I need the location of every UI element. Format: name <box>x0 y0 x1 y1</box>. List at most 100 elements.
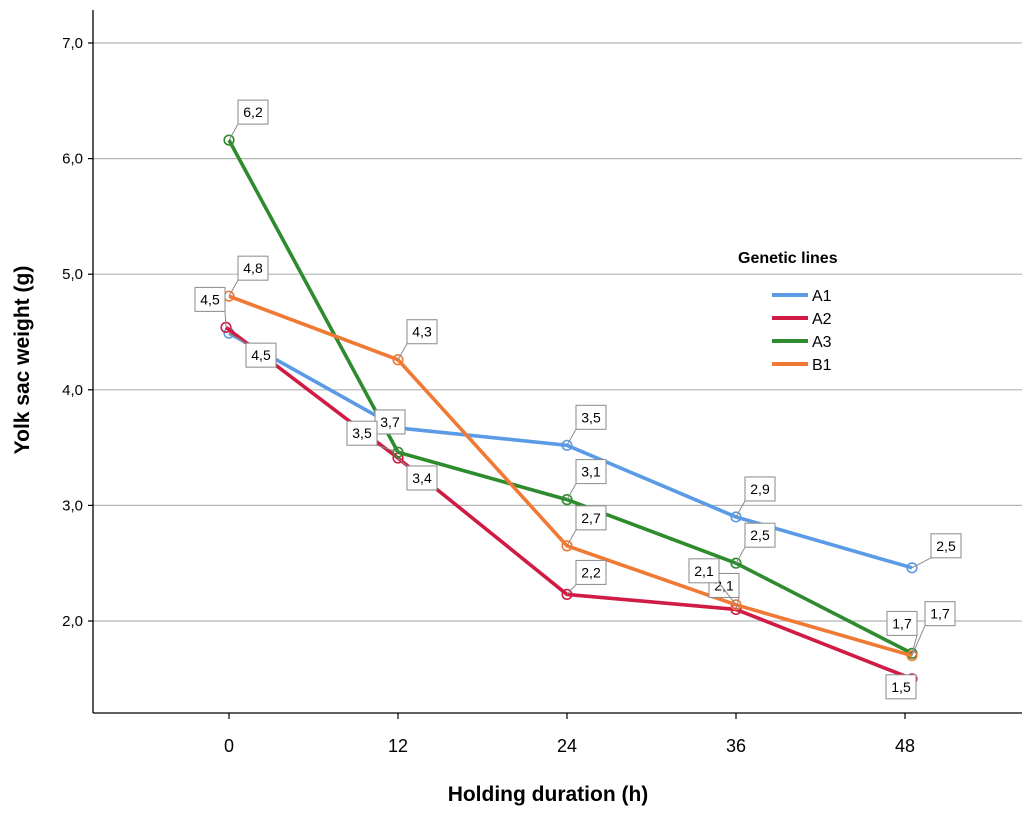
series-line-a1 <box>228 331 913 570</box>
data-labels: 4,5 3,7 3,5 2,9 2,5 4,5 3,4 2,2 2,1 1,5 6,2 3,5 3,1 2… <box>194 99 962 700</box>
data-label-box <box>744 522 776 548</box>
y-tick-labels: 2,0 3,0 4,0 5,0 6,0 7,0 <box>62 35 83 630</box>
data-label-a2: 2,2 <box>566 559 607 595</box>
data-label-text: 4,5 <box>251 347 271 363</box>
data-label-text: 2,9 <box>750 481 770 497</box>
data-label-a3: 3,5 <box>346 420 399 453</box>
data-label-box <box>575 404 607 430</box>
data-point-a3 <box>561 494 573 506</box>
data-label-a1: 4,5 <box>228 332 277 368</box>
data-label-box <box>194 286 226 312</box>
data-label-box <box>346 420 378 446</box>
data-label-box <box>374 409 406 435</box>
y-tick-label: 6,0 <box>62 151 83 168</box>
data-label-text: 2,7 <box>581 510 601 526</box>
data-label-text: 2,1 <box>694 563 714 579</box>
data-label-leader <box>735 546 746 564</box>
data-label-box <box>575 559 607 585</box>
data-label-b1: 4,8 <box>228 255 269 297</box>
data-label-text: 3,7 <box>380 414 400 430</box>
data-label-box <box>688 558 720 584</box>
legend-item-a1: A1 <box>772 288 832 305</box>
data-point-a1 <box>730 511 742 523</box>
data-label-a2: 1,5 <box>885 674 917 700</box>
legend-label: A1 <box>812 288 832 305</box>
y-axis-title: Yolk sac weight (g) <box>11 266 34 455</box>
legend-label: A2 <box>812 311 832 328</box>
axes-layer <box>92 10 1022 714</box>
y-tick-label: 3,0 <box>62 497 83 514</box>
data-label-box <box>406 465 438 491</box>
series-line-a3 <box>227 139 913 655</box>
data-label-text: 1,7 <box>892 615 912 631</box>
x-tick-label: 24 <box>557 736 577 756</box>
data-label-leader <box>397 457 408 467</box>
x-tick-label: 36 <box>726 736 746 756</box>
data-label-box <box>406 319 438 345</box>
data-label-b1: 4,3 <box>397 319 438 360</box>
data-label-text: 2,5 <box>936 538 956 554</box>
data-label-leader <box>566 529 577 547</box>
x-tick-label: 0 <box>224 736 234 756</box>
y-tick-label: 4,0 <box>62 382 83 399</box>
data-label-box <box>575 505 607 531</box>
data-label-leader <box>397 343 408 360</box>
data-label-a1: 3,7 <box>374 409 406 435</box>
y-tick-label: 5,0 <box>62 266 83 283</box>
data-label-leader <box>735 500 746 518</box>
x-tick-labels: 0 12 24 36 48 <box>224 713 915 756</box>
x-tick-label: 48 <box>895 736 915 756</box>
data-label-a3: 6,2 <box>228 99 269 141</box>
data-label-a2: 2,1 <box>708 572 740 610</box>
data-label-text: 4,8 <box>243 260 263 276</box>
data-label-leader <box>566 429 577 446</box>
data-point-b1 <box>906 650 918 662</box>
data-point-a3 <box>730 557 742 569</box>
legend-title: Genetic lines <box>738 250 838 267</box>
data-label-text: 6,2 <box>243 104 263 120</box>
legend-label: A3 <box>812 334 832 351</box>
data-label-leader <box>228 332 247 344</box>
data-label-box <box>237 99 269 125</box>
data-label-leader <box>718 582 737 606</box>
data-label-leader <box>228 123 239 141</box>
data-label-box <box>744 476 776 502</box>
x-tick-label: 12 <box>388 736 408 756</box>
data-point-a1 <box>561 439 573 451</box>
data-point-a2 <box>561 588 573 601</box>
data-label-a2: 3,4 <box>397 457 438 491</box>
data-label-leader <box>911 557 932 569</box>
data-label-b1: 1,7 <box>911 601 956 656</box>
y-tick-label: 2,0 <box>62 613 83 630</box>
data-point-a1 <box>906 562 918 574</box>
data-point-b1 <box>730 599 742 611</box>
data-label-text: 3,1 <box>581 464 601 480</box>
y-tick-label: 7,0 <box>62 35 83 52</box>
data-point-b1 <box>392 354 404 366</box>
data-label-text: 1,5 <box>891 679 911 695</box>
data-label-leader <box>911 635 918 654</box>
data-label-a1: 3,5 <box>566 404 607 446</box>
data-label-text: 4,5 <box>200 291 220 307</box>
data-label-box <box>885 674 917 700</box>
series-layer <box>220 134 918 685</box>
data-label-text: 4,3 <box>412 324 432 340</box>
data-label-box <box>886 610 918 636</box>
legend-items: A1 A2 A3 B1 <box>772 288 832 374</box>
data-label-a1: 2,5 <box>911 533 962 569</box>
data-label-leader <box>566 584 577 595</box>
legend-item-b1: B1 <box>772 357 832 374</box>
data-label-b1: 2,7 <box>566 505 607 547</box>
series-a3 <box>223 134 918 659</box>
data-label-box <box>930 533 962 559</box>
data-label-leader <box>735 597 740 610</box>
legend-item-a2: A2 <box>772 311 832 328</box>
x-axis-title: Holding duration (h) <box>448 783 649 806</box>
data-label-a2: 4,5 <box>194 286 227 328</box>
data-label-a3: 3,1 <box>566 459 607 500</box>
data-label-b1: 2,1 <box>688 558 737 606</box>
legend: Genetic lines A1 A2 A3 B1 <box>738 250 838 374</box>
data-label-text: 1,7 <box>930 606 950 622</box>
